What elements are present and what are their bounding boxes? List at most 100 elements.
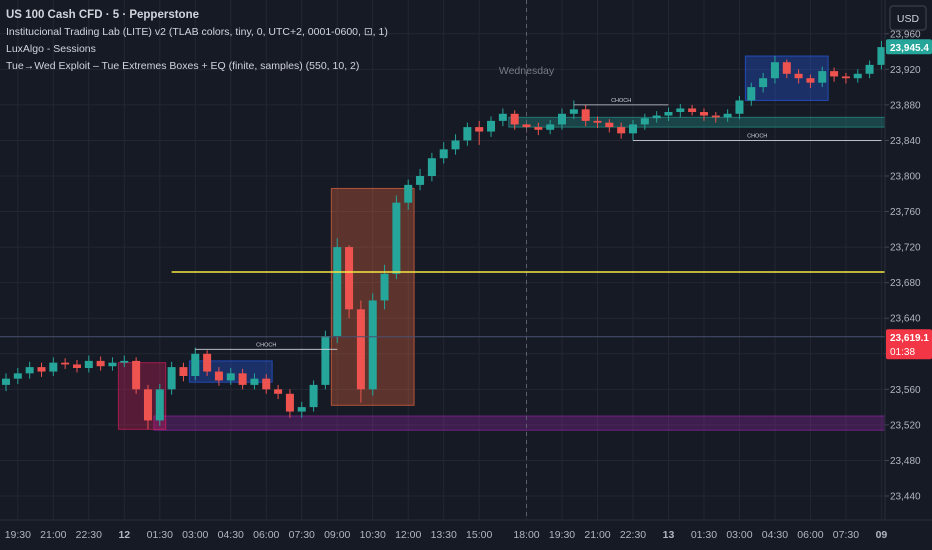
price-label-box: [886, 329, 932, 360]
x-tick-label: 09:00: [324, 529, 350, 541]
y-tick-label: 23,520: [890, 420, 921, 431]
candle-body: [380, 273, 389, 301]
indicator-label[interactable]: LuxAlgo - Sessions: [6, 43, 96, 55]
candle-body: [274, 389, 283, 394]
candle-body: [463, 127, 472, 141]
candle-body: [664, 112, 673, 116]
candle-body: [427, 158, 436, 176]
candle-body: [297, 407, 306, 412]
candle-body: [676, 108, 685, 112]
candle-body: [49, 362, 58, 372]
candle-body: [498, 113, 507, 121]
candle-body: [356, 309, 365, 390]
candle-body: [262, 378, 271, 390]
candle-body: [723, 113, 732, 118]
x-tick-label: 22:30: [76, 529, 102, 541]
candle-body: [2, 378, 10, 385]
structure-label: CHOCH: [256, 342, 276, 348]
zone: [153, 415, 886, 431]
y-tick-label: 23,920: [890, 65, 921, 76]
structure-label: CHOCH: [747, 133, 767, 139]
candle-body: [345, 247, 354, 310]
candle-body: [84, 360, 93, 368]
candle-body: [143, 389, 152, 421]
x-tick-label: 19:30: [549, 529, 575, 541]
y-tick-label: 23,680: [890, 278, 921, 289]
x-tick-label: 13:30: [431, 529, 457, 541]
candle-body: [167, 367, 176, 390]
price-label-box: [886, 39, 932, 55]
x-tick-label: 06:00: [797, 529, 823, 541]
price-countdown: 01:38: [890, 347, 915, 358]
candle-body: [203, 353, 212, 372]
candle-body: [617, 127, 626, 134]
candle-body: [581, 109, 590, 121]
candle-body: [226, 373, 235, 381]
x-tick-label: 13: [663, 529, 675, 541]
x-tick-label: 03:00: [182, 529, 208, 541]
candle-body: [179, 367, 188, 376]
candles: [2, 40, 886, 430]
currency-button[interactable]: [889, 5, 927, 31]
candle-body: [25, 367, 34, 374]
axes: 23,44023,48023,52023,56023,60023,64023,6…: [5, 29, 932, 541]
candle-body: [699, 112, 708, 116]
currency-label[interactable]: USD: [897, 13, 920, 25]
candle-body: [806, 78, 815, 83]
candle-body: [605, 122, 614, 128]
candle-body: [628, 124, 637, 134]
x-tick-label: 15:00: [466, 529, 492, 541]
indicator-label[interactable]: Institucional Trading Lab (LITE) v2 (TLA…: [6, 26, 388, 38]
x-tick-label: 21:00: [584, 529, 610, 541]
candle-body: [155, 389, 164, 421]
y-tick-label: 23,960: [890, 29, 921, 40]
candle-body: [830, 71, 839, 77]
candle-body: [487, 120, 496, 132]
x-tick-label: 01:30: [691, 529, 717, 541]
x-tick-label: 06:00: [253, 529, 279, 541]
candle-body: [534, 127, 543, 130]
y-tick-label: 23,440: [890, 492, 921, 503]
candle-body: [333, 247, 342, 336]
candle-body: [404, 184, 413, 203]
y-tick-label: 23,640: [890, 314, 921, 325]
price-label: 23,945.4: [890, 43, 929, 54]
price-label: 23,619.1: [890, 333, 929, 344]
candle-body: [250, 378, 259, 385]
candle-body: [238, 373, 247, 385]
x-tick-label: 12: [118, 529, 130, 541]
candle-body: [877, 47, 886, 65]
candle-body: [747, 87, 756, 101]
y-tick-label: 23,800: [890, 172, 921, 183]
candle-body: [688, 108, 697, 112]
candle-body: [558, 113, 567, 125]
x-tick-label: 21:00: [40, 529, 66, 541]
candle-body: [770, 62, 779, 79]
x-tick-label: 10:30: [360, 529, 386, 541]
overlay: Wednesday CHOCH CHOCH CHOCH: [0, 0, 885, 520]
candle-body: [285, 393, 294, 412]
candle-body: [108, 362, 117, 367]
candle-body: [132, 360, 141, 390]
indicator-label[interactable]: Tue→Wed Exploit – Tue Extremes Boxes + E…: [6, 60, 359, 72]
candle-body: [120, 360, 129, 363]
candle-body: [191, 353, 200, 376]
y-tick-label: 23,560: [890, 385, 921, 396]
x-tick-label: 22:30: [620, 529, 646, 541]
candle-body: [711, 115, 720, 118]
chart-title: US 100 Cash CFD · 5 · Pepperstone: [6, 9, 199, 21]
candle-body: [546, 124, 555, 130]
candle-body: [416, 176, 425, 185]
candle-body: [853, 73, 862, 79]
x-tick-label: 07:30: [289, 529, 315, 541]
candle-body: [735, 100, 744, 114]
candle-body: [652, 115, 661, 119]
candle-body: [96, 360, 105, 367]
candle-body: [569, 109, 578, 114]
x-tick-label: 07:30: [833, 529, 859, 541]
candle-body: [214, 371, 223, 381]
x-tick-label: 18:00: [513, 529, 539, 541]
x-tick-label: 03:00: [726, 529, 752, 541]
